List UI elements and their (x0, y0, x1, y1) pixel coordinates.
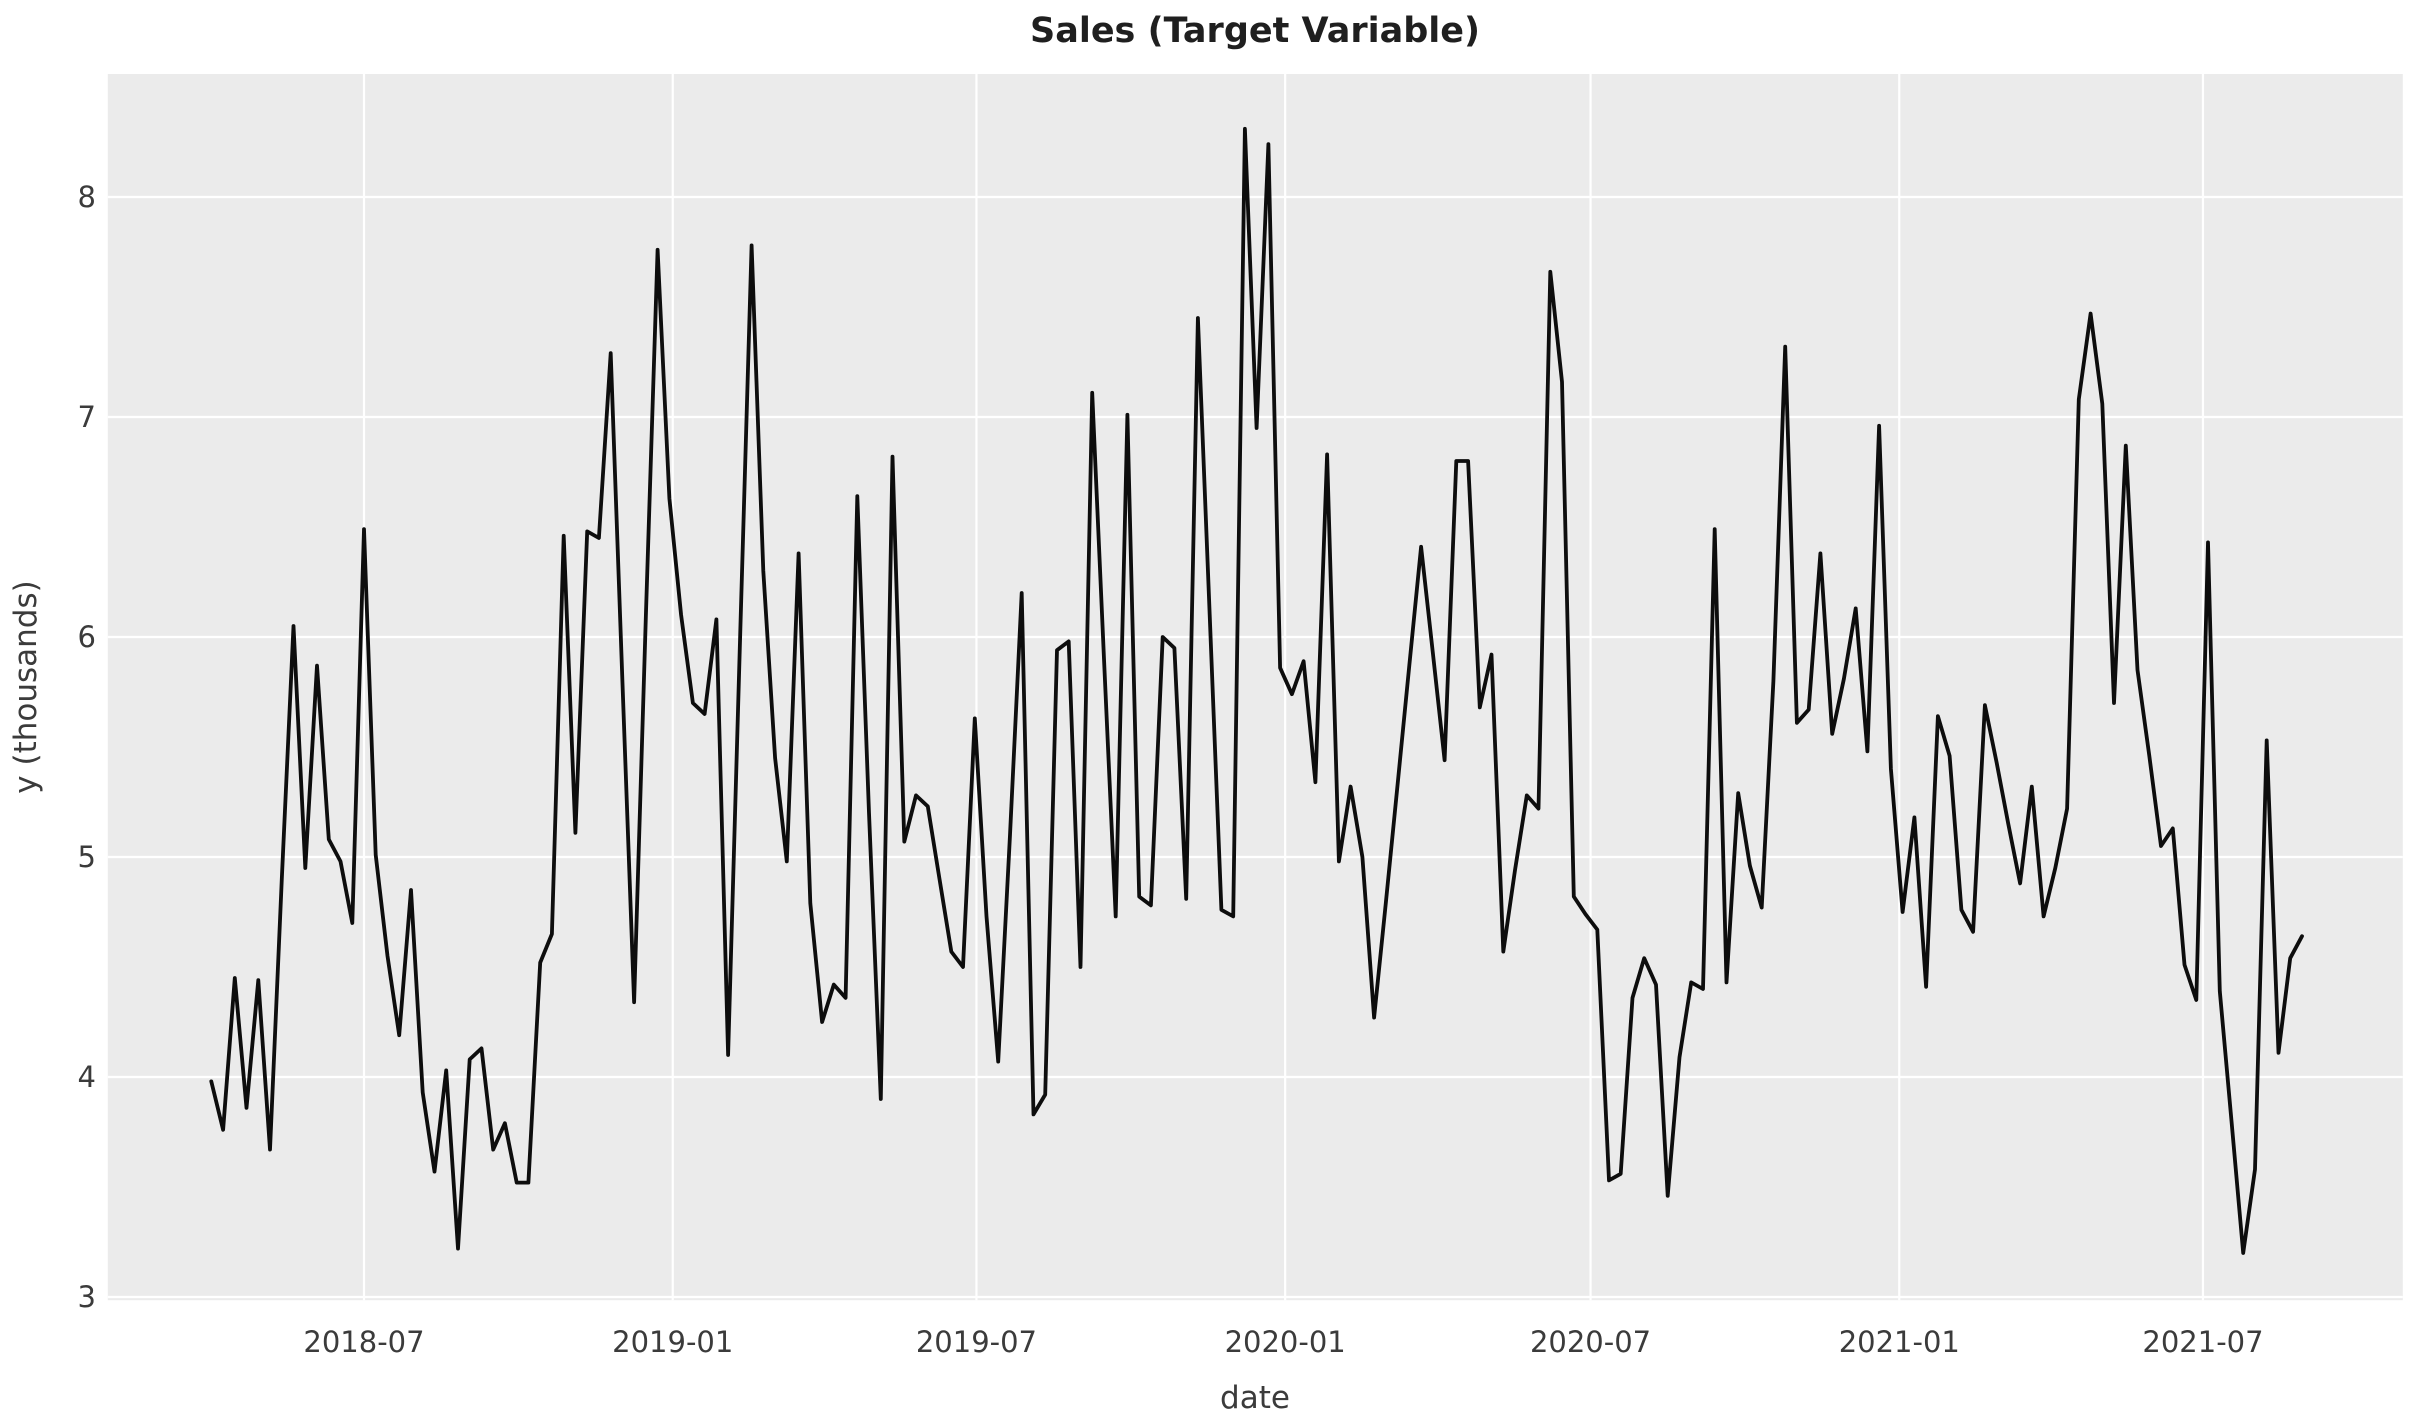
x-tick-label: 2020-07 (1530, 1325, 1651, 1359)
y-tick-label: 6 (78, 620, 96, 654)
sales-series-line (209, 126, 2304, 1255)
x-tick-label: 2021-01 (1839, 1325, 1960, 1359)
y-tick-label: 7 (78, 400, 96, 434)
y-tick-label: 5 (78, 840, 96, 874)
y-tick-label: 8 (78, 180, 96, 214)
x-tick-label: 2019-07 (916, 1325, 1037, 1359)
x-tick-labels: 2018-07 2019-01 2019-07 2020-01 2020-07 2021-… (303, 1325, 2263, 1359)
x-tick-label: 2018-07 (303, 1325, 424, 1359)
series-sales (209, 126, 2304, 1255)
x-tick-label: 2020-01 (1225, 1325, 1346, 1359)
plot-area (107, 74, 2403, 1301)
x-tick-label: 2019-01 (612, 1325, 733, 1359)
y-tick-label: 4 (78, 1060, 96, 1094)
x-axis-label: date (1220, 1380, 1290, 1416)
x-tick-label: 2021-07 (2142, 1325, 2263, 1359)
y-axis-label: y (thousands) (8, 580, 44, 793)
y-tick-label: 3 (78, 1280, 96, 1314)
chart-title: Sales (Target Variable) (1030, 11, 1480, 51)
y-tick-labels: 3 4 5 6 7 8 (78, 180, 96, 1314)
